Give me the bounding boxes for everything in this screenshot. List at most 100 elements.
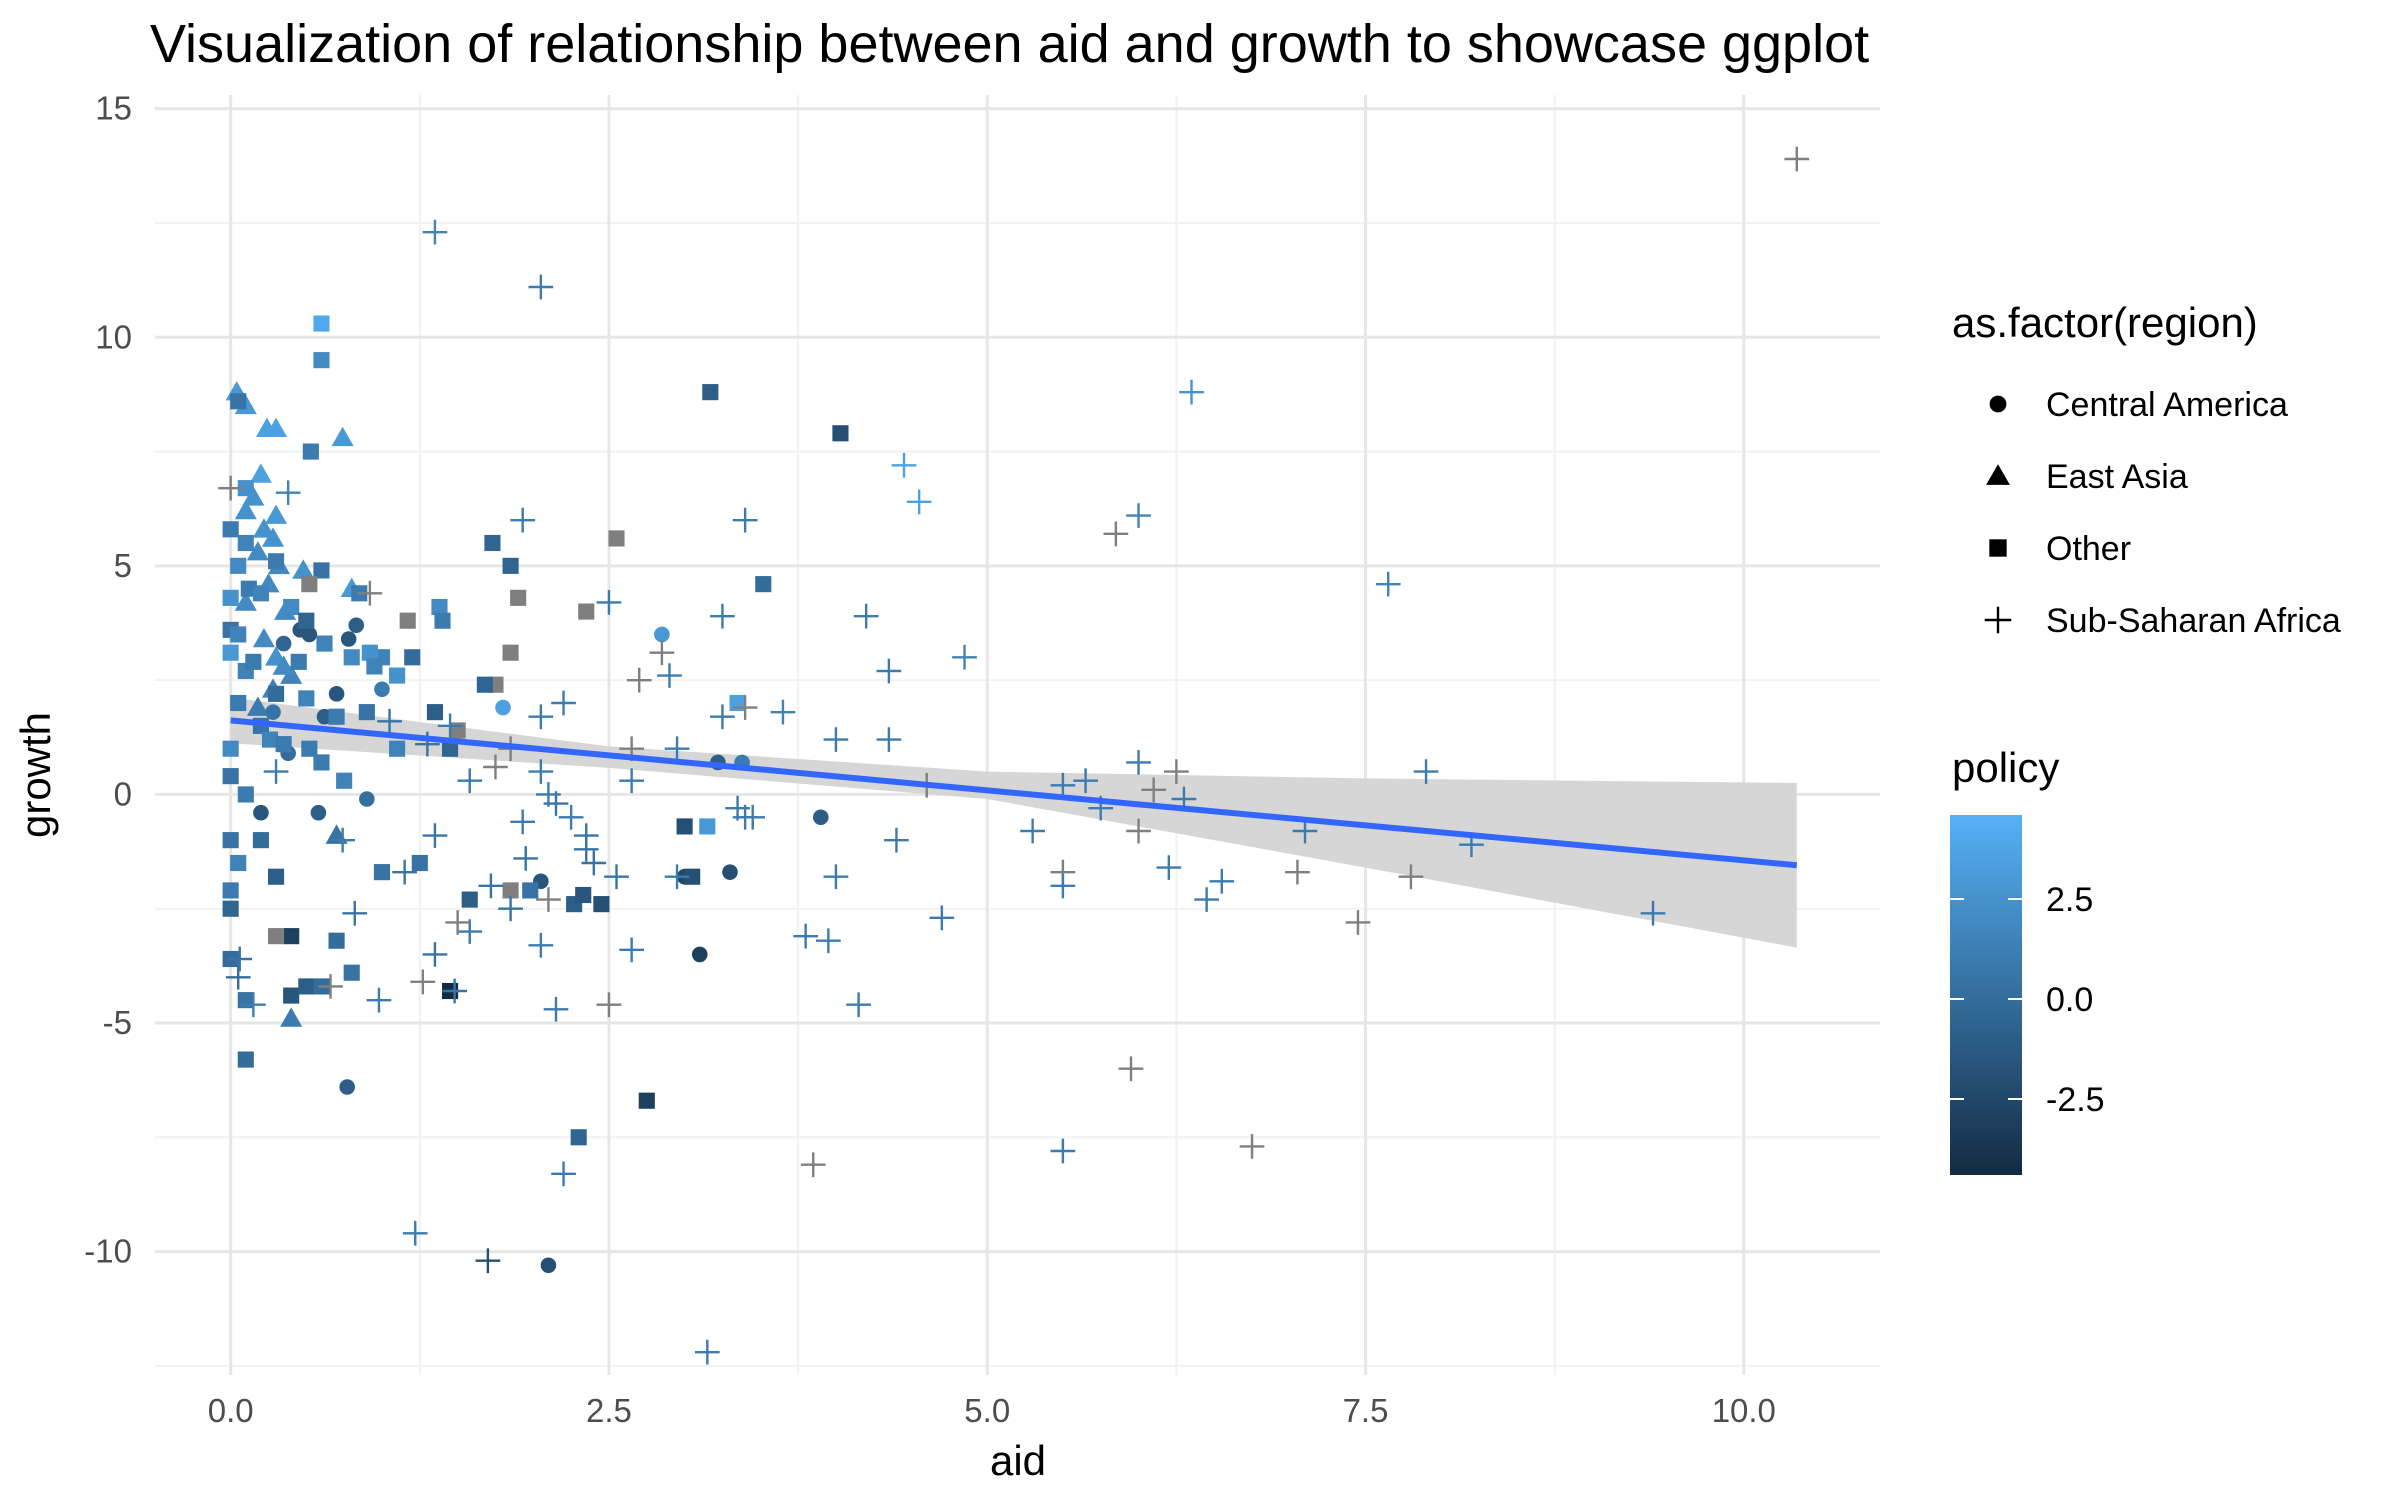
data-point-sub-saharan-africa — [498, 896, 523, 922]
data-point-sub-saharan-africa — [392, 859, 418, 885]
data-point-sub-saharan-africa — [929, 905, 955, 931]
trend-line — [230, 717, 1798, 869]
data-point-other — [328, 932, 345, 949]
data-point-other — [237, 480, 254, 497]
legend-label-east-asia: East Asia — [2046, 458, 2188, 496]
data-point-other — [434, 612, 451, 629]
y-tick-label: 5 — [114, 547, 132, 584]
data-point-other — [361, 644, 378, 661]
data-point-sub-saharan-africa — [816, 928, 841, 954]
shape-legend-keys — [1984, 395, 2012, 634]
data-point-sub-saharan-africa — [1375, 571, 1401, 597]
data-point-other — [230, 557, 247, 574]
legend-key-other — [1989, 539, 2007, 557]
data-point-other — [316, 635, 333, 652]
data-point-central-america — [253, 804, 269, 821]
data-point-sub-saharan-africa — [402, 1220, 428, 1246]
data-point-sub-saharan-africa — [342, 900, 368, 926]
data-point-sub-saharan-africa — [1156, 855, 1182, 880]
data-point-central-america — [812, 809, 829, 826]
legend-label-other: Other — [2046, 530, 2131, 568]
data-point-other — [702, 384, 719, 401]
data-point-sub-saharan-africa — [1126, 503, 1151, 528]
data-point-central-america — [691, 946, 708, 963]
data-point-sub-saharan-africa — [457, 768, 483, 794]
x-tick-label: 2.5 — [586, 1392, 632, 1429]
data-point-central-america — [339, 1079, 355, 1095]
data-point-east-asia — [261, 527, 285, 547]
data-point-other — [389, 667, 406, 684]
x-axis-ticks: 0.0 2.5 5.0 7.5 10.0 — [208, 1392, 1776, 1429]
data-point-central-america — [328, 686, 345, 702]
data-point-east-asia — [272, 655, 295, 675]
data-point-central-america — [340, 631, 357, 647]
data-point-other — [502, 882, 519, 899]
data-point-sub-saharan-africa — [1020, 818, 1045, 844]
data-point-other — [442, 740, 459, 757]
data-point-sub-saharan-africa — [536, 782, 561, 807]
data-point-sub-saharan-africa — [573, 836, 599, 862]
y-tick-label: 15 — [95, 90, 132, 127]
data-point-sub-saharan-africa — [1784, 146, 1810, 172]
colorbar-tick-label: 0.0 — [2046, 981, 2093, 1019]
data-point-other — [298, 978, 315, 995]
data-point-central-america — [301, 626, 318, 643]
data-points — [218, 146, 1810, 1365]
data-point-sub-saharan-africa — [377, 708, 402, 734]
confidence-band — [230, 697, 1797, 948]
legend-key-central-america — [1989, 395, 2007, 413]
data-point-east-asia — [252, 627, 275, 648]
y-tick-label: 10 — [95, 318, 132, 355]
data-point-other — [267, 928, 285, 945]
data-point-sub-saharan-africa — [410, 969, 436, 995]
data-point-sub-saharan-africa — [770, 699, 796, 725]
data-point-sub-saharan-africa — [536, 887, 561, 912]
data-point-sub-saharan-africa — [422, 219, 448, 245]
data-point-other — [298, 690, 315, 707]
y-axis-ticks: -10 -5 0 5 10 15 — [84, 90, 132, 1270]
data-point-other — [267, 868, 285, 885]
data-point-sub-saharan-africa — [225, 964, 251, 990]
data-point-other — [366, 658, 383, 675]
data-point-sub-saharan-africa — [551, 690, 576, 716]
data-point-sub-saharan-africa — [437, 713, 463, 739]
data-point-other — [389, 740, 406, 757]
data-point-sub-saharan-africa — [1345, 910, 1371, 935]
data-point-sub-saharan-africa — [558, 804, 584, 830]
data-point-sub-saharan-africa — [657, 663, 682, 688]
data-point-other — [222, 882, 239, 899]
data-point-sub-saharan-africa — [710, 704, 735, 730]
color-legend: policy 2.5 0.0 -2.5 — [1950, 744, 2105, 1175]
data-point-east-asia — [265, 504, 288, 524]
x-tick-label: 7.5 — [1343, 1392, 1389, 1429]
data-point-other — [245, 653, 262, 670]
shape-legend-title: as.factor(region) — [1952, 299, 2258, 346]
data-point-other — [237, 1051, 254, 1068]
data-point-other — [755, 576, 772, 593]
data-point-other — [373, 864, 391, 881]
data-point-sub-saharan-africa — [1050, 1138, 1076, 1164]
data-point-sub-saharan-africa — [1398, 864, 1424, 890]
data-point-sub-saharan-africa — [732, 507, 758, 533]
y-tick-label: 0 — [114, 775, 132, 812]
data-point-sub-saharan-africa — [664, 864, 690, 890]
data-point-sub-saharan-africa — [1050, 873, 1076, 899]
data-point-other — [399, 612, 416, 629]
data-point-sub-saharan-africa — [1413, 759, 1439, 784]
data-point-central-america — [374, 681, 390, 698]
data-point-sub-saharan-africa — [1285, 859, 1310, 885]
data-point-sub-saharan-africa — [422, 942, 448, 967]
data-point-sub-saharan-africa — [543, 996, 569, 1022]
data-point-other — [404, 649, 421, 666]
data-point-sub-saharan-africa — [891, 452, 917, 478]
data-point-other — [283, 987, 300, 1004]
data-point-sub-saharan-africa — [1126, 818, 1151, 844]
data-point-other — [267, 685, 285, 702]
data-point-east-asia — [252, 518, 275, 538]
data-point-other — [222, 900, 239, 917]
data-point-other — [484, 534, 501, 552]
data-point-sub-saharan-africa — [823, 864, 849, 890]
data-point-sub-saharan-africa — [853, 603, 879, 629]
data-point-central-america — [275, 635, 292, 652]
